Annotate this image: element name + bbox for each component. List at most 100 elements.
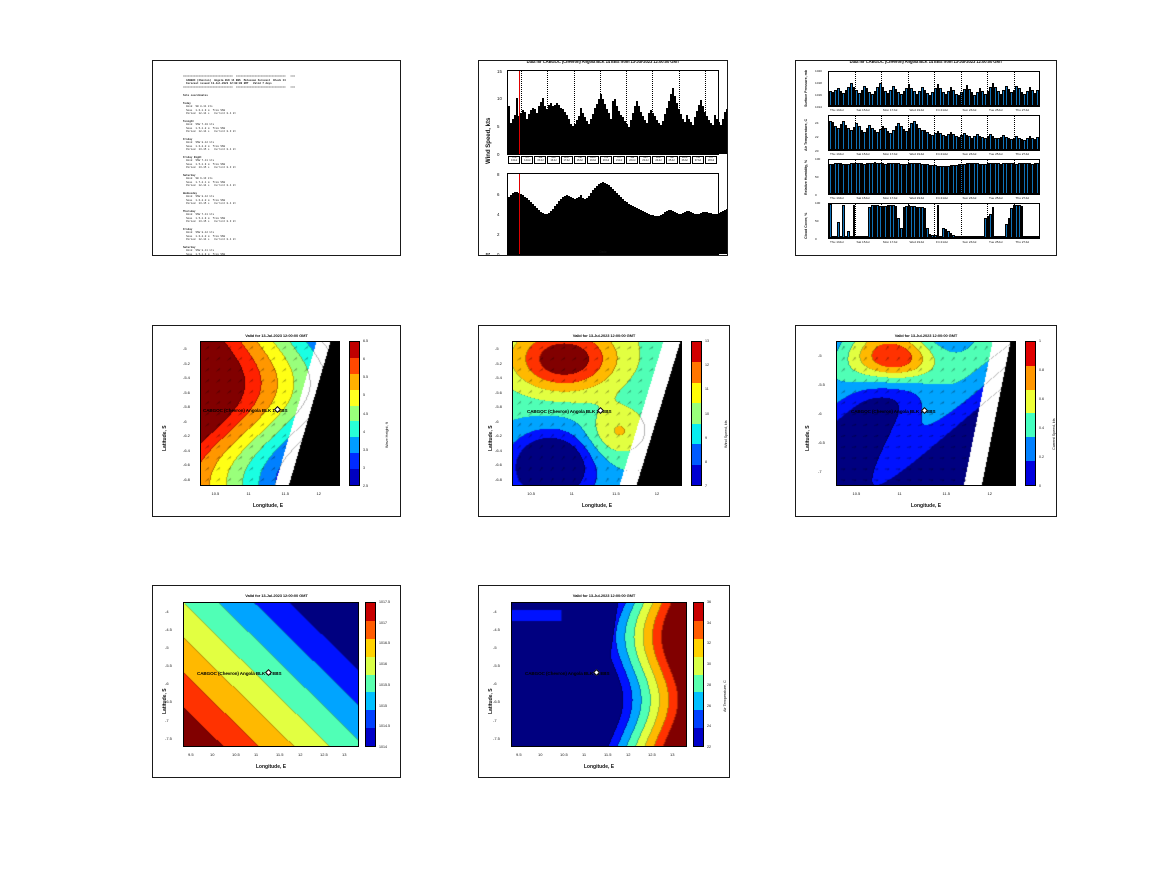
bar bbox=[965, 163, 969, 194]
colorbar-swatch bbox=[1026, 342, 1035, 366]
date-tick-box: Fri 14Jul bbox=[521, 156, 534, 164]
gridline bbox=[573, 71, 575, 154]
date-tick: Wed 19Jul bbox=[909, 107, 925, 112]
bar bbox=[892, 86, 895, 106]
bar bbox=[989, 163, 992, 194]
y-tick: -5.6 bbox=[495, 389, 502, 395]
bar bbox=[855, 123, 858, 150]
bar bbox=[708, 119, 710, 154]
bar bbox=[586, 198, 588, 254]
bar bbox=[590, 193, 592, 254]
bar bbox=[526, 198, 528, 254]
y-tick: 0 bbox=[497, 251, 500, 256]
bar bbox=[831, 163, 835, 194]
date-tick: Sun 23Jul bbox=[962, 239, 977, 244]
bar bbox=[582, 113, 584, 154]
gridline bbox=[987, 71, 988, 107]
bar bbox=[905, 130, 908, 150]
contour-canvas bbox=[184, 603, 358, 746]
bar bbox=[994, 137, 997, 150]
gridline bbox=[934, 203, 935, 239]
bar bbox=[714, 115, 716, 154]
report-line: Seas 1.6-1.9 m from SSW bbox=[183, 108, 226, 112]
bar bbox=[620, 197, 622, 254]
x-tick: 11 bbox=[582, 752, 587, 757]
bar bbox=[540, 212, 542, 254]
bar bbox=[514, 114, 516, 154]
colorbar-swatch bbox=[694, 710, 703, 729]
bar bbox=[844, 90, 848, 106]
colorbar-swatch bbox=[366, 692, 375, 711]
contour-canvas bbox=[837, 342, 1015, 485]
bar bbox=[1018, 88, 1021, 106]
bar bbox=[968, 236, 971, 238]
bar bbox=[952, 234, 955, 238]
colorbar-swatch bbox=[350, 405, 359, 422]
bar bbox=[652, 215, 654, 254]
bar bbox=[836, 128, 840, 150]
bar bbox=[534, 206, 536, 254]
date-tick: Thu 13Jul bbox=[830, 239, 844, 244]
date-tick-box: Thu 20Jul bbox=[599, 156, 612, 164]
colorbar-swatch bbox=[694, 692, 703, 711]
date-tick: Sun 23Jul bbox=[962, 107, 977, 112]
y-tick: -6 bbox=[493, 681, 497, 687]
bar bbox=[580, 195, 582, 254]
gridline bbox=[1013, 71, 1015, 107]
bar bbox=[636, 208, 638, 254]
bar bbox=[829, 164, 832, 194]
bar bbox=[598, 184, 600, 254]
report-line: Seas 1.5-1.9 m from SSW bbox=[183, 216, 226, 220]
bar bbox=[876, 132, 879, 150]
subplot-y-label: Cloud Cover, % bbox=[804, 212, 808, 239]
bar bbox=[902, 206, 906, 238]
bar bbox=[947, 134, 950, 150]
bar bbox=[1020, 205, 1024, 238]
bar bbox=[690, 212, 692, 254]
site-stamp: CABGOC (Chevron) Angola BLK 14 EBS bbox=[197, 671, 282, 676]
gridline bbox=[1013, 159, 1015, 195]
bar bbox=[594, 108, 596, 154]
bar bbox=[973, 236, 976, 238]
bar bbox=[604, 183, 606, 254]
bar bbox=[528, 114, 530, 154]
bar bbox=[962, 89, 966, 106]
bar bbox=[857, 236, 861, 238]
bar bbox=[594, 188, 596, 254]
bar bbox=[936, 130, 940, 150]
bar bbox=[871, 204, 874, 238]
y-tick: 22 bbox=[815, 134, 819, 139]
report-line: Wind SSW 7-11 kts bbox=[183, 213, 215, 216]
colorbar-tick: 1017 bbox=[379, 620, 387, 625]
bar bbox=[700, 213, 702, 254]
bar bbox=[576, 198, 578, 254]
y-tick: -4.5 bbox=[493, 626, 500, 632]
site-stamp: CABGOC (Chevron) Angola BLK 14 EBS bbox=[527, 409, 612, 414]
bar bbox=[876, 205, 879, 238]
bar bbox=[584, 199, 586, 254]
report-line: Wind SSW 8-11 kts bbox=[183, 249, 215, 252]
bar bbox=[931, 91, 934, 106]
y-tick: -5.5 bbox=[165, 663, 172, 669]
bar bbox=[941, 227, 945, 238]
bar bbox=[600, 183, 602, 254]
subplot-y-label: Relative Humidity, % bbox=[804, 159, 808, 195]
bar bbox=[574, 199, 576, 254]
bar bbox=[829, 91, 832, 106]
contour-canvas bbox=[512, 603, 686, 746]
y-tick: -7 bbox=[818, 469, 822, 475]
x-tick: 11.5 bbox=[604, 752, 612, 757]
bar bbox=[865, 235, 869, 238]
colorbar-swatch bbox=[350, 453, 359, 469]
bar bbox=[640, 210, 642, 254]
date-tick: Mon 17Jul bbox=[883, 195, 898, 200]
y-tick: -6.5 bbox=[818, 440, 825, 446]
bar bbox=[1015, 163, 1018, 194]
bar bbox=[902, 128, 906, 150]
bar bbox=[889, 133, 892, 150]
bar bbox=[899, 126, 903, 150]
bar bbox=[542, 213, 544, 254]
date-tick: Thu 13Jul bbox=[830, 107, 844, 112]
colorbar-tick: 1016.5 bbox=[379, 641, 390, 646]
bar bbox=[530, 110, 532, 154]
